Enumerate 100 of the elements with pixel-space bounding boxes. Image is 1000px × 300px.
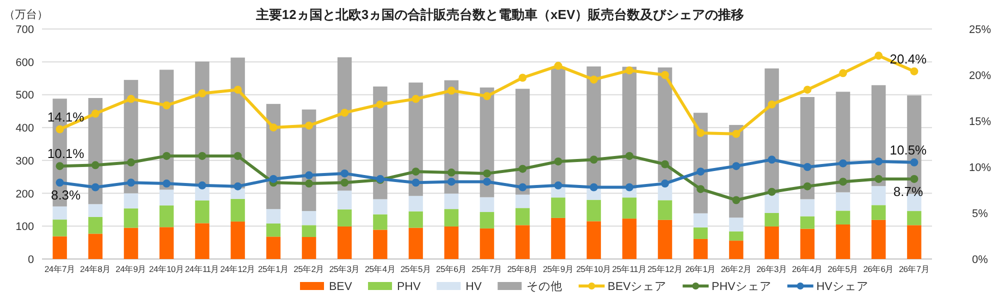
data-label: 20.4% xyxy=(890,51,928,66)
point xyxy=(518,183,527,192)
point xyxy=(56,178,64,187)
point xyxy=(447,86,456,95)
point xyxy=(198,181,206,190)
point xyxy=(590,76,598,84)
bar xyxy=(551,218,566,259)
point xyxy=(590,183,598,192)
bar xyxy=(871,186,886,206)
bar xyxy=(729,240,744,259)
point xyxy=(839,159,847,168)
point xyxy=(483,178,491,186)
point xyxy=(839,69,847,78)
bar xyxy=(693,227,708,239)
point xyxy=(625,66,634,74)
point xyxy=(732,162,740,170)
point xyxy=(661,160,669,168)
bar xyxy=(444,194,459,210)
y-tick-label: 0 xyxy=(28,254,34,266)
point xyxy=(269,174,278,183)
x-tick-label: 24年9月 xyxy=(116,264,146,274)
x-tick-label: 25年11月 xyxy=(612,264,647,274)
bar xyxy=(871,220,886,259)
point xyxy=(768,188,776,196)
y-axis-title: （万台） xyxy=(4,8,48,21)
point xyxy=(91,110,100,118)
y-tick-label: 300 xyxy=(16,155,34,168)
point xyxy=(162,101,171,110)
point xyxy=(198,89,206,98)
bar xyxy=(52,206,67,220)
bar xyxy=(159,205,174,228)
bar xyxy=(586,188,601,200)
bar xyxy=(729,231,744,241)
x-tick-label: 25年8月 xyxy=(507,264,538,274)
bar xyxy=(729,218,744,232)
bar xyxy=(373,214,388,230)
bar xyxy=(124,228,138,259)
x-tick-label: 26年3月 xyxy=(756,264,788,274)
bar xyxy=(480,197,494,212)
bar xyxy=(302,236,316,259)
bar xyxy=(444,226,459,259)
point xyxy=(696,168,705,176)
point xyxy=(412,168,420,176)
x-tick-label: 24年10月 xyxy=(149,264,184,274)
bar xyxy=(408,196,423,212)
point xyxy=(234,182,242,190)
y-tick-label: 400 xyxy=(16,122,34,135)
bar xyxy=(88,204,103,217)
bar xyxy=(836,192,850,211)
point xyxy=(696,128,705,137)
bar xyxy=(800,199,815,216)
bar xyxy=(337,209,352,226)
x-tick-label: 24年8月 xyxy=(80,264,111,274)
bar xyxy=(373,199,388,214)
bar xyxy=(444,209,459,226)
bar xyxy=(266,224,281,237)
point xyxy=(518,164,527,173)
legend-label: BEVシェア xyxy=(608,281,667,293)
point xyxy=(803,182,812,190)
bar xyxy=(836,210,850,224)
point xyxy=(412,94,420,103)
bar xyxy=(408,228,423,259)
bar xyxy=(52,220,67,236)
data-label: 10.1% xyxy=(47,146,85,162)
bar xyxy=(907,225,922,259)
bar xyxy=(658,200,672,220)
bar xyxy=(124,193,138,208)
point xyxy=(447,168,456,177)
x-tick-label: 24年11月 xyxy=(184,264,220,274)
point xyxy=(234,152,242,160)
bar xyxy=(800,97,815,200)
bar xyxy=(622,218,637,259)
point xyxy=(127,178,135,187)
point xyxy=(127,158,135,166)
legend-label: HVシェア xyxy=(816,281,868,293)
point xyxy=(56,162,64,170)
y-tick-label: 600 xyxy=(16,56,34,69)
x-tick-label: 25年4月 xyxy=(364,264,396,274)
x-tick-label: 26年4月 xyxy=(792,264,823,274)
point xyxy=(803,86,812,94)
bar xyxy=(480,212,494,228)
point xyxy=(768,100,776,108)
point xyxy=(340,108,349,117)
legend-label: PHVシェア xyxy=(712,281,772,293)
legend-label: その他 xyxy=(526,280,563,293)
x-tick-label: 25年5月 xyxy=(400,264,432,274)
bar xyxy=(693,238,708,259)
point xyxy=(910,67,918,76)
point xyxy=(839,178,847,186)
point xyxy=(56,125,64,134)
point xyxy=(483,92,491,100)
point xyxy=(518,74,527,82)
y2-tick-label: 10% xyxy=(968,162,992,174)
bar xyxy=(124,208,138,228)
bar xyxy=(764,193,779,213)
point xyxy=(269,123,278,132)
bar xyxy=(266,209,281,224)
bar xyxy=(230,188,245,199)
bar xyxy=(586,200,601,222)
data-label: 10.5% xyxy=(890,142,928,158)
